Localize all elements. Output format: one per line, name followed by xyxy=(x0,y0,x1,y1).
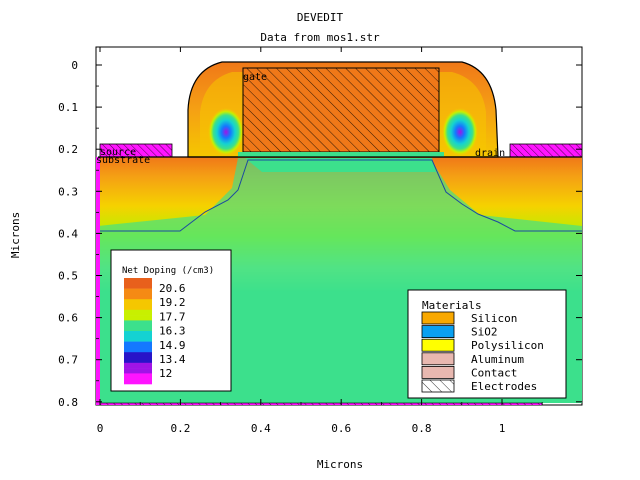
doping-swatch xyxy=(124,331,152,337)
y-tick-label: 0.1 xyxy=(58,101,78,114)
left-contact-strip xyxy=(96,157,100,405)
material-label: Polysilicon xyxy=(471,339,544,352)
y-tick-label: 0.6 xyxy=(58,312,78,325)
channel-upper xyxy=(245,158,436,172)
chart-title: DEVEDIT xyxy=(297,11,344,24)
doping-legend-label: 12 xyxy=(159,367,172,380)
y-tick-label: 0.4 xyxy=(58,227,78,240)
doping-swatch xyxy=(124,378,152,385)
materials-legend-title: Materials xyxy=(422,299,482,312)
label-drain: drain xyxy=(475,148,505,159)
y-tick-label: 0.7 xyxy=(58,354,78,367)
doping-swatch xyxy=(124,346,152,353)
doping-legend-label: 17.7 xyxy=(159,310,186,323)
junction-contour xyxy=(98,159,582,232)
doping-swatch xyxy=(124,362,152,369)
material-swatch xyxy=(421,379,455,393)
doping-legend-label: 13.4 xyxy=(159,353,186,366)
material-swatch xyxy=(421,365,455,379)
doping-blob-left xyxy=(208,108,244,156)
material-label: SiO2 xyxy=(471,326,498,339)
doping-swatch xyxy=(124,352,152,358)
x-tick-label: 0.4 xyxy=(251,422,271,435)
y-tick-label: 0 xyxy=(71,59,78,72)
materials-rows: SiliconSiO2PolysiliconAluminumContactEle… xyxy=(421,311,544,393)
gate-electrode-hatch xyxy=(243,68,439,152)
doping-swatch xyxy=(124,309,152,316)
material-label: Electrodes xyxy=(471,380,537,393)
doping-legend: Net Doping (/cm3) 20.619.217.7 16.314.913… xyxy=(110,249,232,392)
doping-blob-right xyxy=(442,108,478,156)
doping-swatch xyxy=(124,357,152,364)
doping-legend-label: 20.6 xyxy=(159,282,186,295)
doping-swatch xyxy=(124,325,152,332)
doping-swatch xyxy=(124,320,152,326)
doping-swatches xyxy=(124,278,152,385)
doping-swatch xyxy=(124,278,152,284)
substrate-contact xyxy=(97,402,543,405)
material-label: Aluminum xyxy=(471,353,524,366)
doping-legend-label: 14.9 xyxy=(159,339,186,352)
material-swatch xyxy=(421,352,455,366)
y-axis: 0 0.1 0.2 0.3 0.4 0.5 0.6 0.7 0.8 xyxy=(58,59,582,409)
label-source: source xyxy=(100,147,136,158)
drain-contact xyxy=(509,143,582,158)
material-swatch xyxy=(421,338,455,352)
x-tick-label: 0.2 xyxy=(170,422,190,435)
x-tick-label: 1 xyxy=(499,422,506,435)
y-tick-label: 0.3 xyxy=(58,185,78,198)
doping-swatch xyxy=(124,336,152,342)
doping-swatch xyxy=(124,341,152,348)
doping-legend-label: 16.3 xyxy=(159,325,186,338)
label-substrate: substrate xyxy=(96,155,150,166)
doping-swatch xyxy=(124,368,152,374)
x-tick-label: 0.8 xyxy=(412,422,432,435)
materials-legend: Materials SiliconSiO2PolysiliconAluminum… xyxy=(407,289,567,399)
y-tick-label: 0.2 xyxy=(58,143,78,156)
doping-labels: 20.619.217.7 16.314.913.412 xyxy=(159,282,186,380)
doping-swatch xyxy=(124,288,152,295)
doping-legend-label: 19.2 xyxy=(159,296,186,309)
doping-swatch xyxy=(124,315,152,321)
x-tick-label: 0.6 xyxy=(331,422,351,435)
doping-swatch xyxy=(124,293,152,300)
x-tick-label: 0 xyxy=(97,422,104,435)
doping-swatch xyxy=(124,304,152,311)
x-axis-label: Microns xyxy=(317,458,363,471)
y-axis-label: Microns xyxy=(9,212,22,258)
chart-subtitle: Data from mos1.str xyxy=(260,31,380,44)
doping-swatch xyxy=(124,373,152,379)
material-label: Contact xyxy=(471,366,517,379)
doping-swatch xyxy=(124,283,152,289)
x-axis: 0 0.2 0.4 0.6 0.8 1 xyxy=(97,47,543,435)
y-tick-label: 0.8 xyxy=(58,396,78,409)
material-label: Silicon xyxy=(471,312,517,325)
y-tick-label: 0.5 xyxy=(58,270,78,283)
gate-oxide xyxy=(238,152,444,157)
doping-swatch xyxy=(124,299,152,305)
label-gate: gate xyxy=(243,72,267,83)
material-swatch xyxy=(421,325,455,339)
doping-legend-title: Net Doping (/cm3) xyxy=(122,266,214,276)
material-swatch xyxy=(421,311,455,325)
